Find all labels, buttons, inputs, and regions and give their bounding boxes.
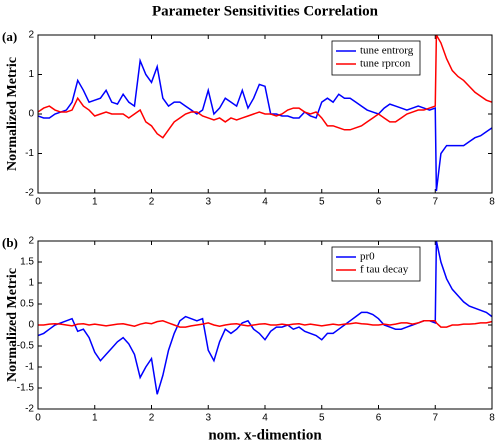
x-tick-label: 2 [149,197,155,208]
legend-label: f tau decay [360,264,409,276]
y-tick-label: 1 [28,278,34,289]
x-tick-label: 7 [432,197,438,208]
y-tick-label: -1 [25,362,34,373]
axes-box [37,240,493,410]
panel-label: (b) [2,235,18,250]
legend-label: tune entrorg [360,45,414,57]
y-tick-label: -2 [25,188,34,199]
series-line [38,320,492,328]
series-line [38,241,492,395]
axes-box [37,34,493,194]
y-tick-label: 0.5 [20,299,34,310]
y-tick-label: -1 [25,148,34,159]
y-tick-label: 2 [28,236,34,247]
legend-box [331,40,421,76]
y-axis-label: Normalized Metric [5,268,20,382]
chart-title: Parameter Sensitivities Correlation [152,3,379,19]
y-tick-label: 2 [28,30,34,41]
x-tick-label: 7 [432,413,438,424]
x-tick-label: 5 [319,413,325,424]
y-tick-label: -0.5 [17,341,35,352]
x-axis-label: nom. x-dimention [208,427,322,443]
panel-label: (a) [2,29,17,44]
y-tick-label: -1.5 [17,383,35,394]
legend-label: tune rprcon [360,58,411,70]
series-line [38,35,492,139]
x-tick-label: 4 [262,197,268,208]
x-tick-label: 6 [376,197,382,208]
y-tick-label: 0 [28,320,34,331]
y-tick-label: 1.5 [20,257,34,268]
legend-box [331,246,421,282]
y-axis-label: Normalized Metric [5,57,20,171]
x-tick-label: 4 [262,413,268,424]
series-line [38,57,492,192]
x-tick-label: 1 [92,413,98,424]
y-tick-label: 0 [28,109,34,120]
plot-area [38,241,492,395]
x-tick-label: 8 [489,197,495,208]
legend-label: pr0 [360,251,375,263]
x-tick-label: 3 [205,413,211,424]
plot-area [38,35,492,192]
x-tick-label: 1 [92,197,98,208]
x-tick-label: 0 [35,413,41,424]
x-tick-label: 0 [35,197,41,208]
y-tick-label: -2 [25,404,34,415]
x-tick-label: 6 [376,413,382,424]
x-tick-label: 2 [149,413,155,424]
x-tick-label: 3 [205,197,211,208]
y-tick-label: 1 [28,69,34,80]
x-tick-label: 8 [489,413,495,424]
x-tick-label: 5 [319,197,325,208]
